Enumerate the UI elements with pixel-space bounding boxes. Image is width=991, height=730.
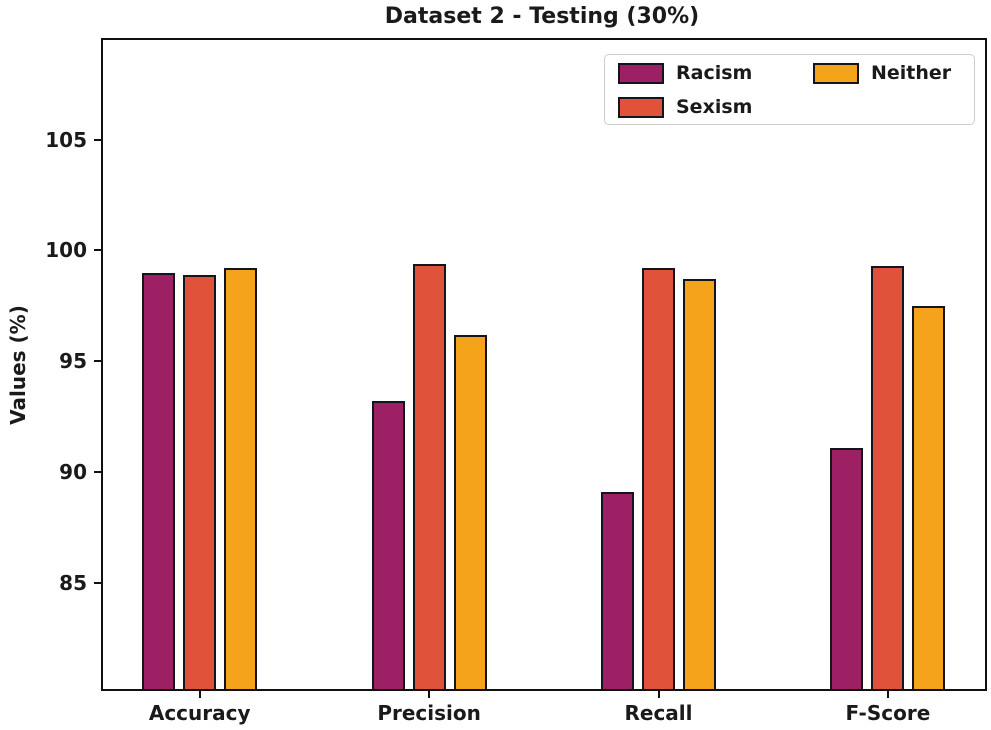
y-tick-label: 85 <box>59 570 87 595</box>
y-tick-label: 95 <box>59 349 87 374</box>
y-tick-mark <box>94 581 101 584</box>
bar-neither-precision <box>453 334 487 689</box>
bar-racism-accuracy <box>142 272 176 689</box>
y-tick-label: 105 <box>45 127 87 152</box>
bar-racism-precision <box>371 401 405 689</box>
y-tick-mark <box>94 470 101 473</box>
legend-swatch-sexism <box>618 96 664 118</box>
legend-swatch-neither <box>813 62 859 84</box>
x-tick-label-precision: Precision <box>377 701 481 725</box>
bar-sexism-recall <box>642 268 675 689</box>
x-tick-label-accuracy: Accuracy <box>148 701 251 725</box>
y-tick-mark <box>94 360 101 363</box>
bar-racism-f-score <box>830 447 864 689</box>
x-tick-mark <box>198 691 201 698</box>
bar-sexism-precision <box>412 263 446 689</box>
plot-area: Values (%) 85 90 95 100 105 Accuracy Precisio… <box>6 38 987 725</box>
legend-label-racism: Racism <box>676 62 753 84</box>
y-tick-mark <box>94 249 101 252</box>
x-tick-mark <box>657 691 660 698</box>
bar-sexism-f-score <box>871 265 905 689</box>
legend-item-sexism: Sexism <box>618 96 752 118</box>
chart-title: Dataset 2 - Testing (30%) <box>384 4 700 29</box>
legend: Racism Sexism Neither <box>604 54 975 125</box>
legend-item-neither: Neither <box>813 62 951 84</box>
bar-neither-f-score <box>912 305 946 689</box>
bar-sexism-accuracy <box>183 274 217 689</box>
x-tick-mark <box>428 691 431 698</box>
x-tick-mark <box>886 691 889 698</box>
y-axis-label: Values (%) <box>6 304 30 425</box>
legend-label-sexism: Sexism <box>676 96 753 118</box>
y-tick-mark <box>94 138 101 141</box>
x-tick-label-recall: Recall <box>624 701 693 725</box>
legend-swatch-racism <box>618 62 664 84</box>
y-tick-label: 100 <box>45 238 87 263</box>
x-tick-label-f-score: F-Score <box>845 701 931 725</box>
legend-label-neither: Neither <box>871 62 952 84</box>
bar-racism-recall <box>601 491 634 689</box>
y-tick-label: 90 <box>59 459 87 484</box>
bar-neither-accuracy <box>224 268 258 689</box>
legend-item-racism: Racism <box>618 62 752 84</box>
bar-neither-recall <box>683 279 716 689</box>
